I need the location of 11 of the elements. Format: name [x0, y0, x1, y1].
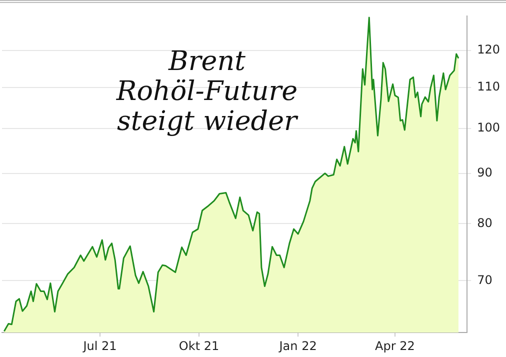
- x-tick-label: Jan 22: [278, 338, 317, 353]
- x-tick-label: Jul 21: [82, 338, 117, 353]
- y-tick-label: 70: [477, 272, 492, 287]
- x-tick-label: Apr 22: [375, 338, 415, 353]
- x-tick-label: Okt 21: [178, 338, 220, 353]
- y-tick-label: 100: [477, 120, 500, 134]
- text: Brent Rohöl-Future steigt wieder: [115, 46, 300, 138]
- y-tick-label: 90: [477, 165, 492, 180]
- y-tick-label: 120: [477, 42, 500, 57]
- y-tick-label: 110: [477, 80, 500, 94]
- y-tick-label: 80: [477, 216, 492, 230]
